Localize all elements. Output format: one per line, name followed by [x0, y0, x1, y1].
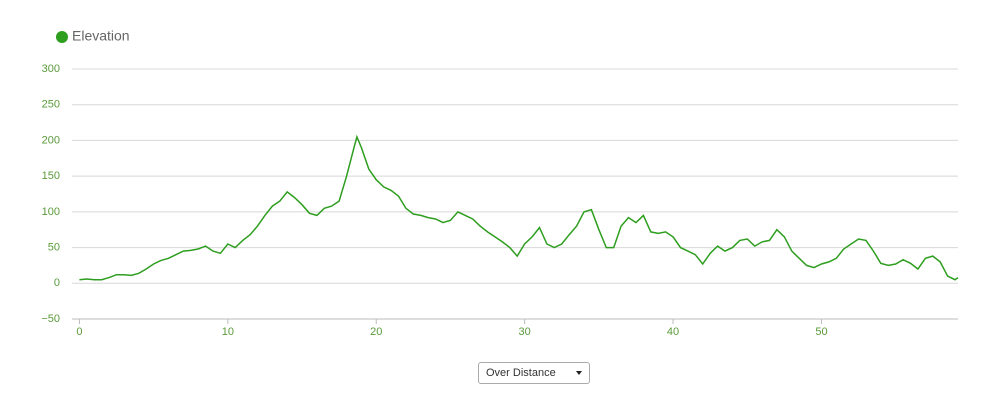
legend-label: Elevation — [72, 28, 130, 44]
y-tick-label: 150 — [42, 170, 60, 182]
x-tick-label: 50 — [815, 326, 827, 338]
y-tick-label: 300 — [42, 63, 60, 75]
y-tick-label: 100 — [42, 206, 60, 218]
x-tick-label: 0 — [76, 326, 82, 338]
y-tick-label: 250 — [42, 99, 60, 111]
elevation-line — [79, 134, 959, 281]
y-tick-label: 200 — [42, 134, 60, 146]
y-tick-label: 50 — [48, 241, 60, 253]
y-tick-label: 0 — [54, 277, 60, 289]
y-tick-label: −50 — [41, 313, 60, 325]
x-tick-label: 20 — [370, 326, 382, 338]
x-tick-label: 40 — [667, 326, 679, 338]
x-tick-label: 30 — [519, 326, 531, 338]
distance-select[interactable]: Over Distance — [478, 362, 590, 384]
legend-marker — [56, 31, 68, 43]
x-tick-label: 10 — [222, 326, 234, 338]
